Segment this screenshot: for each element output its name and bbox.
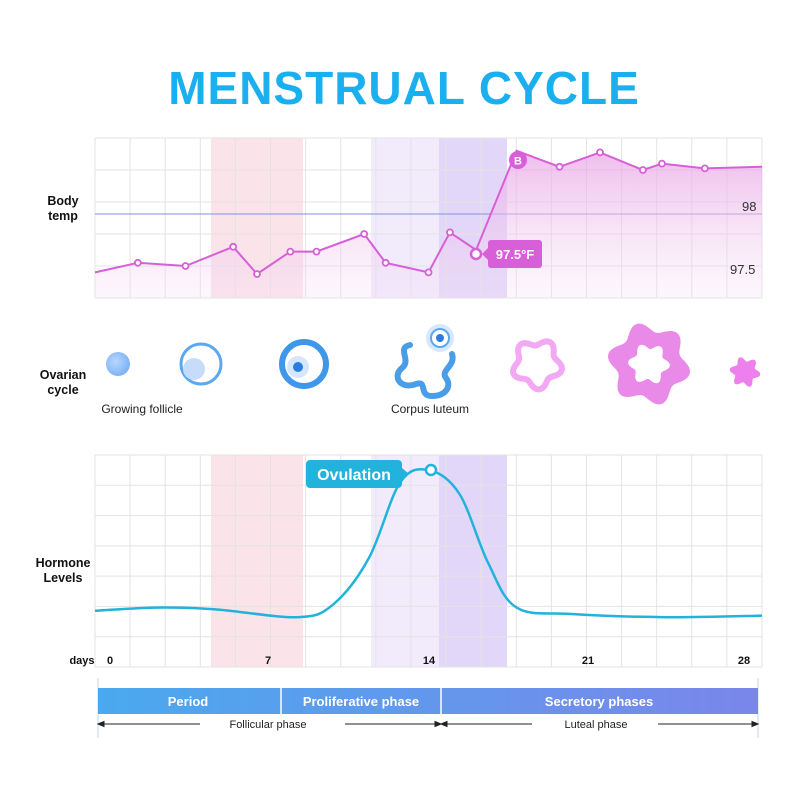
corpus-luteum-small-icon bbox=[510, 338, 566, 393]
temp-area bbox=[95, 150, 762, 298]
temp-point bbox=[253, 270, 261, 278]
phase-luteal: Luteal phase bbox=[565, 719, 628, 731]
phase-proliferative: Proliferative phase bbox=[303, 694, 419, 709]
b-marker bbox=[509, 151, 527, 169]
day-tick-0: 0 bbox=[107, 655, 113, 667]
hormone-grid bbox=[94, 454, 763, 668]
temp-point bbox=[700, 164, 709, 173]
temp-value-callout bbox=[488, 240, 542, 268]
phase-bar-background bbox=[98, 688, 758, 714]
ovulation-callout bbox=[306, 460, 402, 488]
temp-point bbox=[555, 162, 564, 171]
ovulation-point bbox=[424, 463, 438, 477]
temp-point bbox=[360, 230, 369, 238]
temp-point bbox=[638, 166, 647, 174]
temp-point bbox=[381, 258, 390, 267]
temp-tick-98: 98 bbox=[742, 199, 756, 214]
page-title: MENSTRUAL CYCLE bbox=[168, 62, 640, 114]
body-temp-label-1: Body bbox=[47, 194, 78, 208]
corpus-albicans-icon bbox=[729, 357, 761, 387]
growing-follicle-caption: Growing follicle bbox=[101, 402, 183, 416]
ovarian-label-2: cycle bbox=[47, 383, 78, 397]
mature-follicle-icon bbox=[279, 339, 329, 389]
temp-point bbox=[424, 268, 433, 277]
phase-bar: Period Proliferative phase Secretory pha… bbox=[96, 678, 760, 738]
day-tick-7: 7 bbox=[265, 655, 271, 667]
phase-secretory: Secretory phases bbox=[545, 694, 653, 709]
day-tick-14: 14 bbox=[423, 655, 436, 667]
hormone-label-2: Levels bbox=[44, 571, 83, 585]
ovarian-panel: Ovarian cycle Growing follicle Corpus lu… bbox=[40, 323, 761, 416]
body-temp-panel: 98 97.5 Body temp B 97.5°F bbox=[47, 137, 763, 299]
hormone-line bbox=[94, 467, 763, 619]
ovulation-label: Ovulation bbox=[317, 467, 391, 484]
temp-value-text: 97.5°F bbox=[496, 247, 535, 262]
temp-point bbox=[181, 262, 190, 270]
temp-point bbox=[596, 148, 604, 157]
temp-callout-pointer bbox=[482, 248, 488, 260]
temp-point bbox=[658, 159, 666, 168]
temp-tick-97-5: 97.5 bbox=[730, 262, 755, 277]
temp-point bbox=[133, 258, 142, 267]
phase-period: Period bbox=[168, 694, 209, 709]
purple-band-light-bottom bbox=[371, 455, 439, 667]
corpus-luteum-large-icon bbox=[607, 323, 691, 405]
corpus-luteum-caption: Corpus luteum bbox=[391, 402, 469, 416]
temp-point bbox=[446, 228, 454, 237]
small-follicle-icon bbox=[106, 352, 130, 376]
day-ticks: 0 7 14 21 28 bbox=[107, 655, 750, 667]
hormone-label-1: Hormone bbox=[36, 556, 91, 570]
body-temp-label-2: temp bbox=[48, 209, 78, 223]
temp-point bbox=[286, 247, 295, 256]
temp-point bbox=[312, 247, 321, 256]
ovarian-label-1: Ovarian bbox=[40, 368, 87, 382]
temp-highlight-point bbox=[469, 247, 483, 261]
days-label: days bbox=[69, 655, 94, 667]
growing-follicle-icon bbox=[179, 342, 223, 386]
purple-band-strong-bottom bbox=[439, 455, 507, 667]
temp-points bbox=[133, 148, 709, 278]
phase-follicular: Follicular phase bbox=[229, 719, 306, 731]
ruptured-follicle-icon bbox=[394, 324, 456, 400]
period-band-bottom bbox=[211, 455, 303, 667]
hormone-panel: Ovulation Hormone Levels days 0 7 14 21 28 bbox=[36, 454, 763, 668]
b-marker-label: B bbox=[514, 156, 522, 168]
day-tick-21: 21 bbox=[582, 655, 594, 667]
ovulation-callout-pointer bbox=[402, 468, 409, 480]
temp-point bbox=[229, 242, 238, 251]
day-tick-28: 28 bbox=[738, 655, 750, 667]
